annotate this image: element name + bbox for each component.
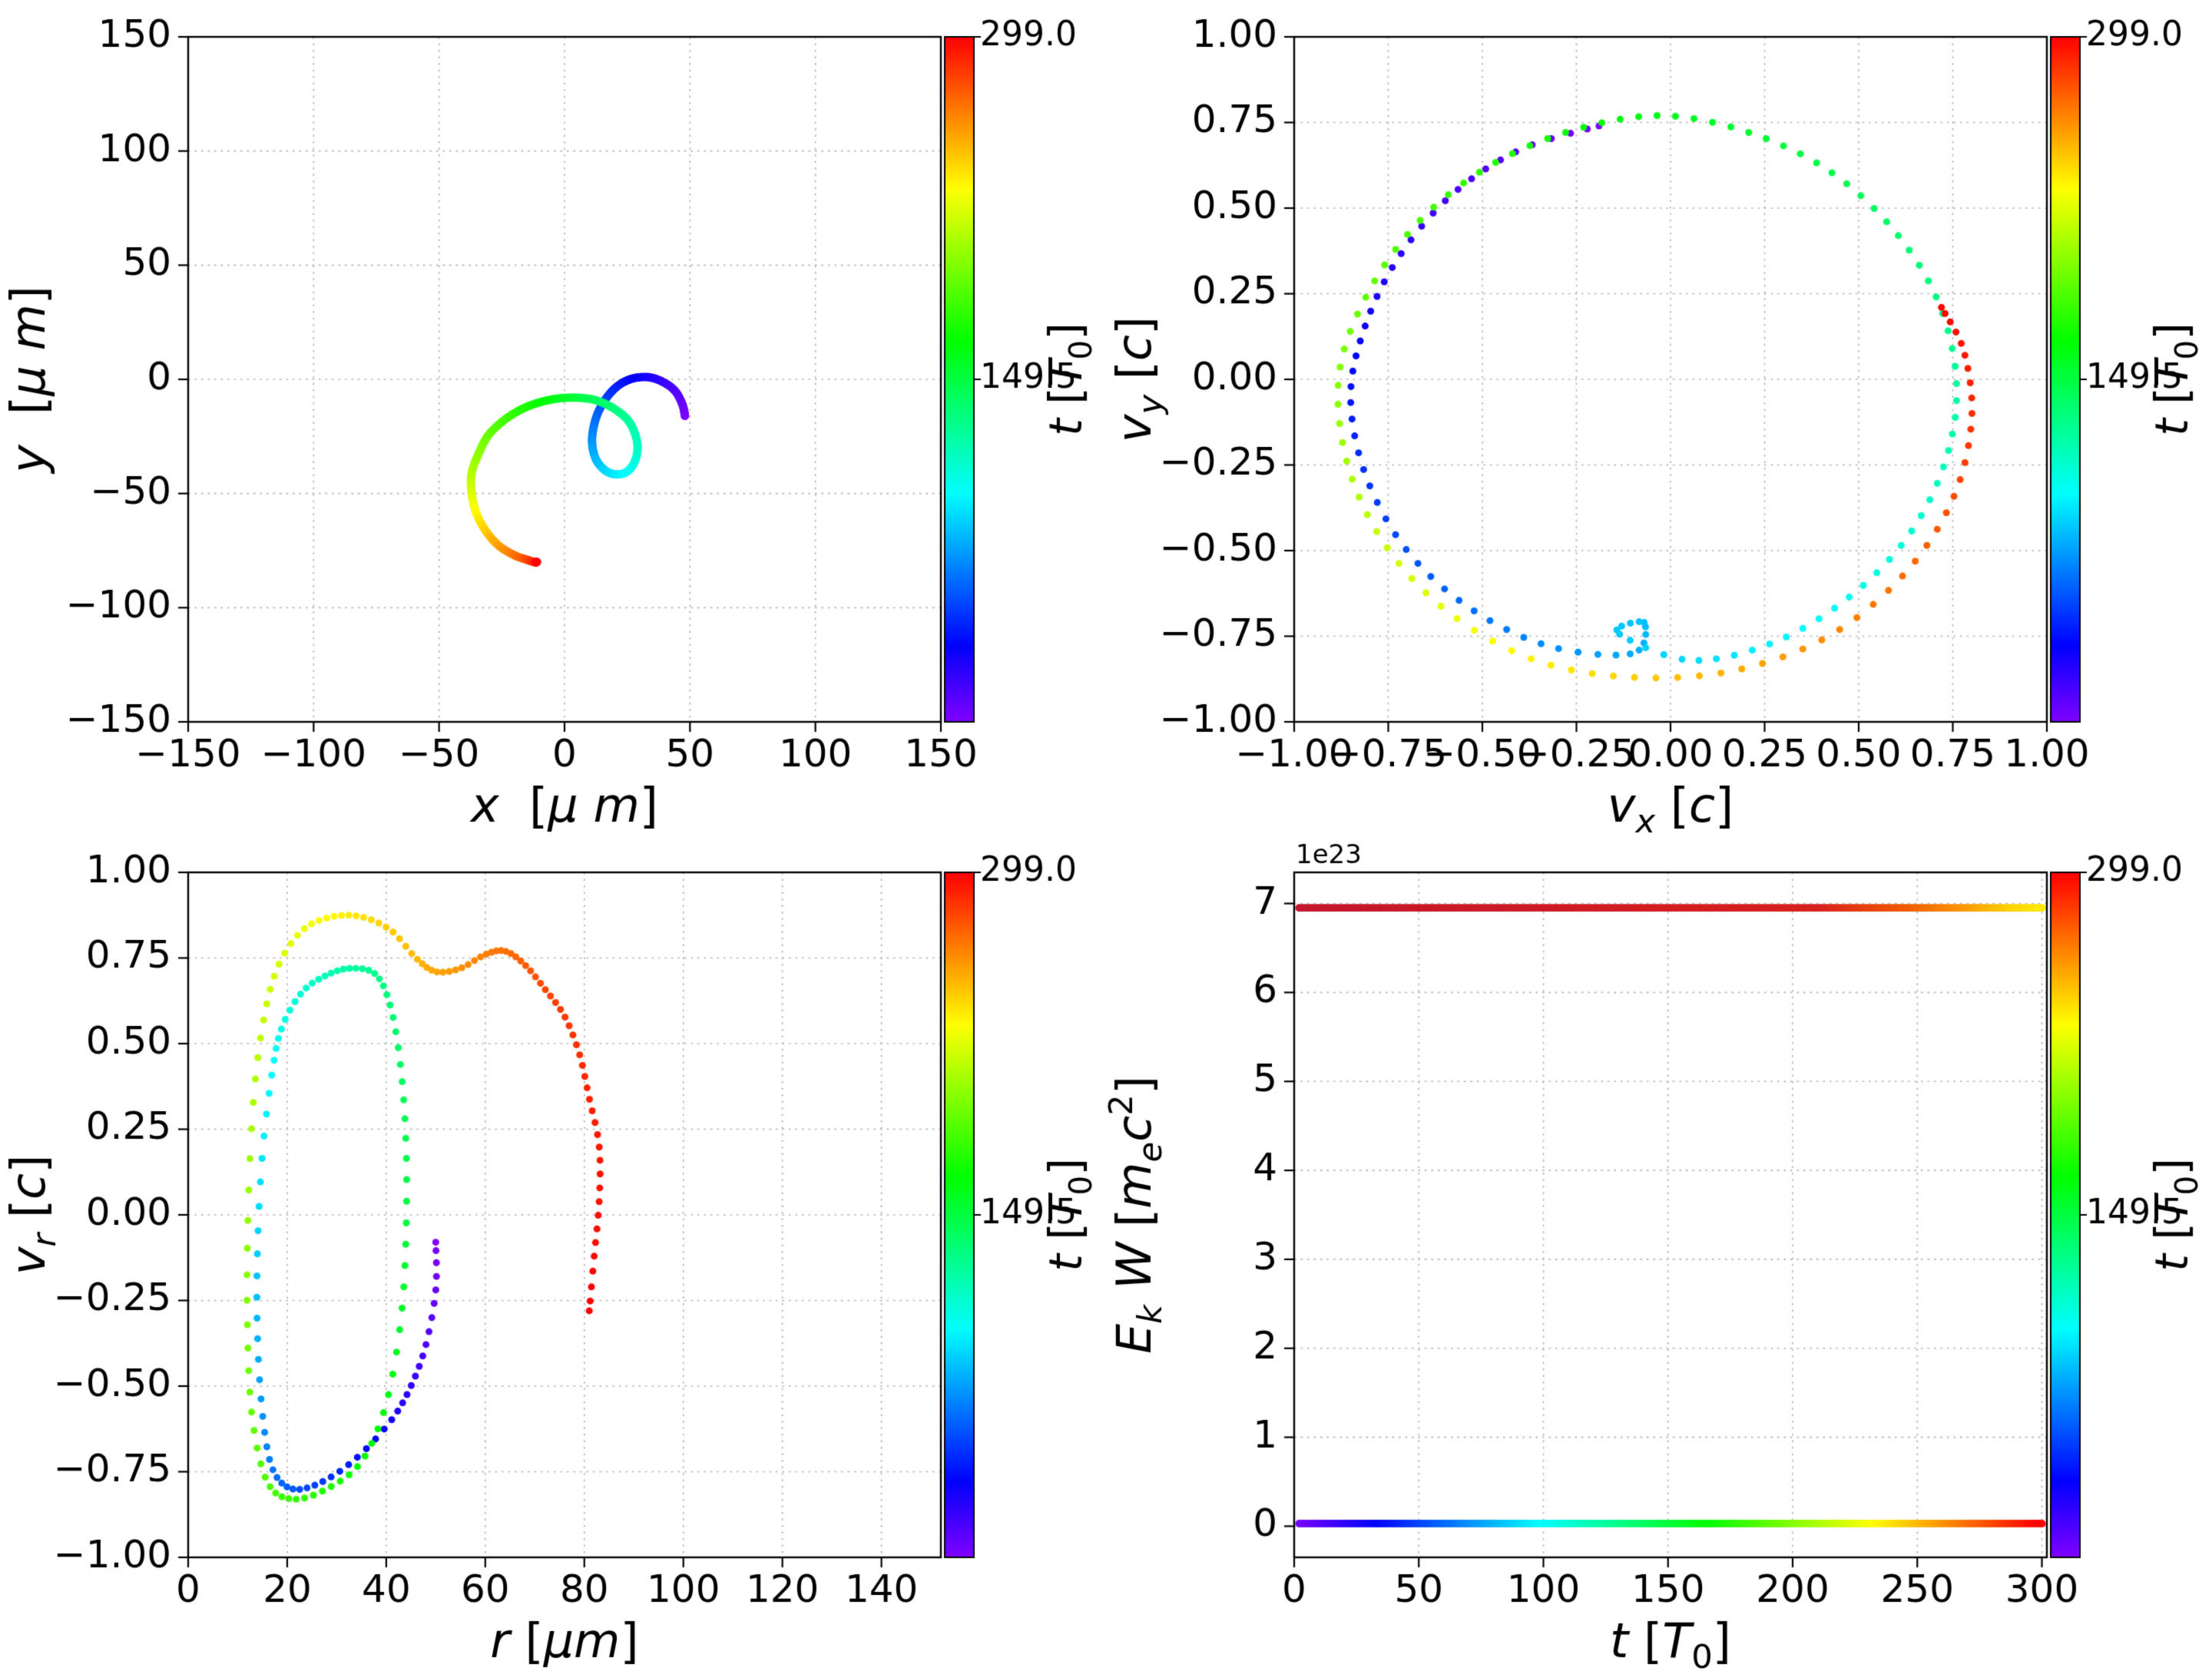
subplot-energy-time [1106,836,2212,1671]
subplot-xy-trajectory [0,0,1106,836]
subplot-r-vr-phase [0,836,1106,1671]
subplot-vx-vy-phase [1106,0,2212,836]
